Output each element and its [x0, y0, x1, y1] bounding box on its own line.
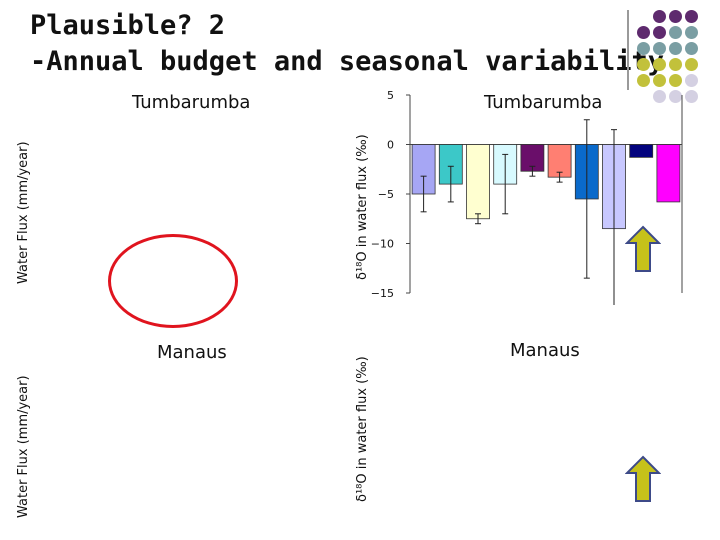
decorative-dot [685, 10, 698, 23]
y-tick-label: −15 [371, 287, 394, 300]
y-tick-label: −5 [378, 188, 394, 201]
decorative-dot [653, 26, 666, 39]
decorative-dot [685, 90, 698, 103]
decorative-dot [669, 42, 682, 55]
bar [656, 144, 681, 203]
decorative-dot [685, 74, 698, 87]
decorative-dot [653, 74, 666, 87]
up-arrow-icon [625, 455, 661, 502]
top-left-site-label: Tumbarumba [132, 92, 251, 113]
up-arrow-icon [625, 225, 661, 272]
decorative-dot [685, 26, 698, 39]
decorative-dot [637, 74, 650, 87]
top-right-site-label: Tumbarumba [484, 92, 603, 113]
y-tick-label: 5 [387, 89, 394, 102]
red-ellipse [108, 234, 238, 328]
title-line-1: Plausible? 2 [30, 10, 226, 41]
bar [629, 144, 654, 158]
decorative-dot [637, 58, 650, 71]
decorative-dot [669, 26, 682, 39]
bottom-left-axis-label: Water Flux (mm/year) [16, 375, 31, 518]
decorative-dot [669, 74, 682, 87]
decorative-dot [685, 58, 698, 71]
bar [466, 144, 490, 220]
bottom-right-site-label: Manaus [510, 340, 580, 361]
decorative-dot [637, 26, 650, 39]
y-tick-label: −10 [371, 238, 394, 251]
decorative-dot [653, 90, 666, 103]
decorative-dot [653, 10, 666, 23]
decorative-dot [669, 58, 682, 71]
decorative-dot [685, 42, 698, 55]
top-left-axis-label: Water Flux (mm/year) [16, 141, 31, 284]
decorative-dot [653, 58, 666, 71]
y-tick-label: 0 [387, 139, 394, 152]
decorative-dot [669, 10, 682, 23]
decorative-dot [669, 90, 682, 103]
title-line-2: -Annual budget and seasonal variability [30, 46, 664, 77]
slide-title: Plausible? 2 -Annual budget and seasonal… [30, 8, 664, 80]
bottom-left-site-label: Manaus [157, 342, 227, 363]
delta18o-bar-chart: 5 0 −5 −10 −15 [371, 89, 683, 305]
bottom-right-axis-label: δ¹⁸O in water flux (‰) [355, 356, 370, 502]
decorative-dot [637, 42, 650, 55]
decorative-divider [627, 10, 629, 90]
decorative-dot [653, 42, 666, 55]
